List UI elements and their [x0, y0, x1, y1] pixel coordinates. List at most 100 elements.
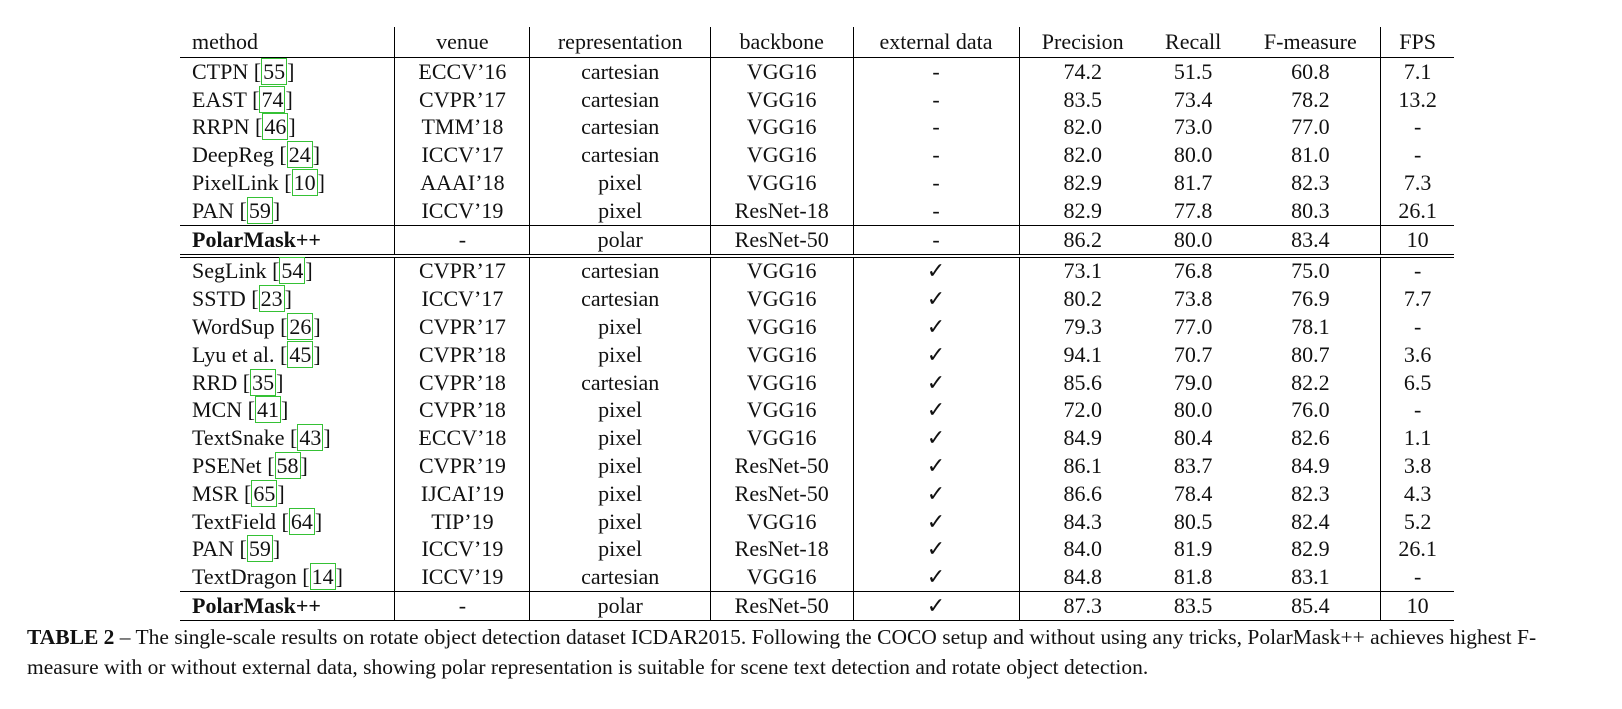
- column-header: backbone: [710, 27, 854, 58]
- citation-link[interactable]: 45: [287, 340, 314, 368]
- fps-cell: 13.2: [1398, 86, 1437, 112]
- method-name: CTPN: [192, 58, 249, 84]
- table-row: WordSup [26] CVPR’17 pixel VGG16 ✓ 79.3 77.0 78…: [180, 313, 1454, 341]
- precision-cell: 84.0: [1063, 536, 1102, 562]
- citation-link[interactable]: 26: [287, 313, 314, 341]
- repr-cell: cartesian: [529, 563, 711, 592]
- method-name: WordSup: [192, 314, 275, 340]
- backbone-cell: ResNet-18: [710, 196, 854, 226]
- column-header: method: [180, 27, 396, 58]
- repr-cell: pixel: [529, 535, 711, 564]
- method-cell: CTPN [55]: [180, 57, 396, 86]
- recall-cell: 73.8: [1173, 286, 1213, 312]
- method-name: TextDragon: [192, 564, 297, 590]
- citation-link[interactable]: 65: [251, 479, 278, 507]
- fps-cell: 3.8: [1403, 453, 1432, 479]
- method-cell: PSENet [58]: [180, 452, 396, 480]
- method-cell: PAN [59]: [180, 196, 396, 226]
- venue-cell: ICCV’17: [394, 141, 531, 170]
- table-row: CTPN [55] ECCV’16 cartesian VGG16- 74.2 51.5 6…: [180, 57, 1454, 86]
- method-cell: MSR [65]: [180, 479, 396, 508]
- ext-cell: ✓: [853, 396, 1020, 425]
- citation-link[interactable]: 46: [262, 113, 289, 141]
- table-row: SegLink [54] CVPR’17 cartesian VGG16 ✓ 73.1 76…: [180, 255, 1454, 286]
- ext-cell: -: [853, 141, 1020, 170]
- fmeasure-cell: 78.2: [1240, 85, 1382, 114]
- citation-link[interactable]: 35: [250, 368, 277, 396]
- precision-cell: 73.1: [1063, 258, 1102, 284]
- citation-link[interactable]: 54: [279, 257, 306, 285]
- repr-cell: pixel: [529, 507, 711, 536]
- method-cell: PolarMask++: [180, 591, 396, 621]
- venue-cell: CVPR’18: [394, 368, 531, 397]
- repr-cell: cartesian: [529, 57, 711, 86]
- recall-cell: 73.0: [1173, 114, 1213, 140]
- method-cell: TextDragon [14]: [180, 563, 396, 592]
- recall-cell: 77.0: [1173, 314, 1213, 340]
- fps-cell: 7.3: [1403, 170, 1432, 196]
- backbone-cell: VGG16: [710, 57, 854, 86]
- recall-cell: 78.4: [1173, 480, 1213, 506]
- table-row: PAN [59] ICCV’19 pixel ResNet-18 ✓ 84.0 81.9 82…: [180, 535, 1454, 564]
- citation-link[interactable]: 24: [286, 141, 313, 169]
- table-row: TextDragon [14] ICCV’19 cartesian VGG16 ✓ 84.…: [180, 563, 1454, 592]
- backbone-cell: ResNet-18: [710, 535, 854, 564]
- citation-link[interactable]: 59: [246, 535, 273, 563]
- method-cell: Lyu et al. [45]: [180, 340, 396, 369]
- fmeasure-cell: 78.1: [1240, 313, 1382, 341]
- citation-link[interactable]: 74: [259, 85, 286, 113]
- ours-row: PolarMask++ - polar ResNet-50 ✓ 87.3 83.5 85.4 1…: [180, 591, 1454, 621]
- ext-cell: ✓: [853, 479, 1020, 508]
- method-name: PAN: [192, 536, 234, 562]
- venue-cell: IJCAI’19: [394, 479, 531, 508]
- venue-cell: CVPR’17: [394, 313, 531, 341]
- method-cell: EAST [74]: [180, 85, 396, 114]
- backbone-cell: VGG16: [710, 563, 854, 592]
- fps-cell: 7.7: [1403, 286, 1432, 312]
- citation-link[interactable]: 41: [254, 396, 281, 424]
- precision-cell: 74.2: [1063, 58, 1102, 84]
- citation-link[interactable]: 23: [258, 285, 285, 313]
- citation-link[interactable]: 43: [297, 424, 324, 452]
- method-name: DeepReg: [192, 142, 274, 168]
- repr-cell: cartesian: [529, 85, 711, 114]
- venue-cell: ICCV’17: [394, 285, 531, 314]
- caption-label: TABLE 2: [27, 625, 115, 649]
- method-name: EAST: [192, 86, 247, 112]
- recall-cell: 79.0: [1173, 369, 1213, 395]
- fps-cell: -: [1413, 142, 1422, 168]
- citation-link[interactable]: 55: [261, 57, 288, 85]
- fmeasure-cell: 83.4: [1240, 224, 1382, 258]
- precision-cell: 80.2: [1063, 286, 1102, 312]
- ext-cell: ✓: [853, 340, 1020, 369]
- fps-cell: -: [1413, 564, 1422, 590]
- fmeasure-cell: 76.0: [1240, 396, 1382, 425]
- ext-cell: ✓: [853, 255, 1020, 286]
- recall-cell: 51.5: [1173, 58, 1213, 84]
- citation-link[interactable]: 10: [291, 169, 318, 197]
- precision-cell: 84.3: [1063, 508, 1102, 534]
- recall-cell: 81.9: [1173, 536, 1213, 562]
- backbone-cell: ResNet-50: [710, 224, 854, 258]
- precision-cell: 79.3: [1063, 314, 1102, 340]
- fmeasure-cell: 80.3: [1240, 196, 1382, 226]
- fmeasure-cell: 82.6: [1240, 424, 1382, 453]
- backbone-cell: VGG16: [710, 85, 854, 114]
- table-row: DeepReg [24] ICCV’17 cartesian VGG16-82.0 80…: [180, 141, 1454, 170]
- fps-cell: -: [1413, 314, 1422, 340]
- backbone-cell: VGG16: [710, 424, 854, 453]
- citation-link[interactable]: 59: [246, 196, 273, 224]
- citation-link[interactable]: 14: [309, 563, 336, 591]
- fmeasure-cell: 77.0: [1240, 113, 1382, 142]
- citation-link[interactable]: 64: [288, 507, 315, 535]
- backbone-cell: ResNet-50: [710, 452, 854, 480]
- method-cell: PAN [59]: [180, 535, 396, 564]
- fps-cell: 10: [1380, 224, 1454, 258]
- table-row: TextField [64] TIP’19 pixel VGG16 ✓ 84.3 80.5 8…: [180, 507, 1454, 536]
- backbone-cell: VGG16: [710, 368, 854, 397]
- backbone-cell: VGG16: [710, 396, 854, 425]
- precision-cell: 82.0: [1063, 142, 1102, 168]
- citation-link[interactable]: 58: [274, 452, 301, 480]
- backbone-cell: VGG16: [710, 313, 854, 341]
- fmeasure-cell: 85.4: [1240, 591, 1382, 621]
